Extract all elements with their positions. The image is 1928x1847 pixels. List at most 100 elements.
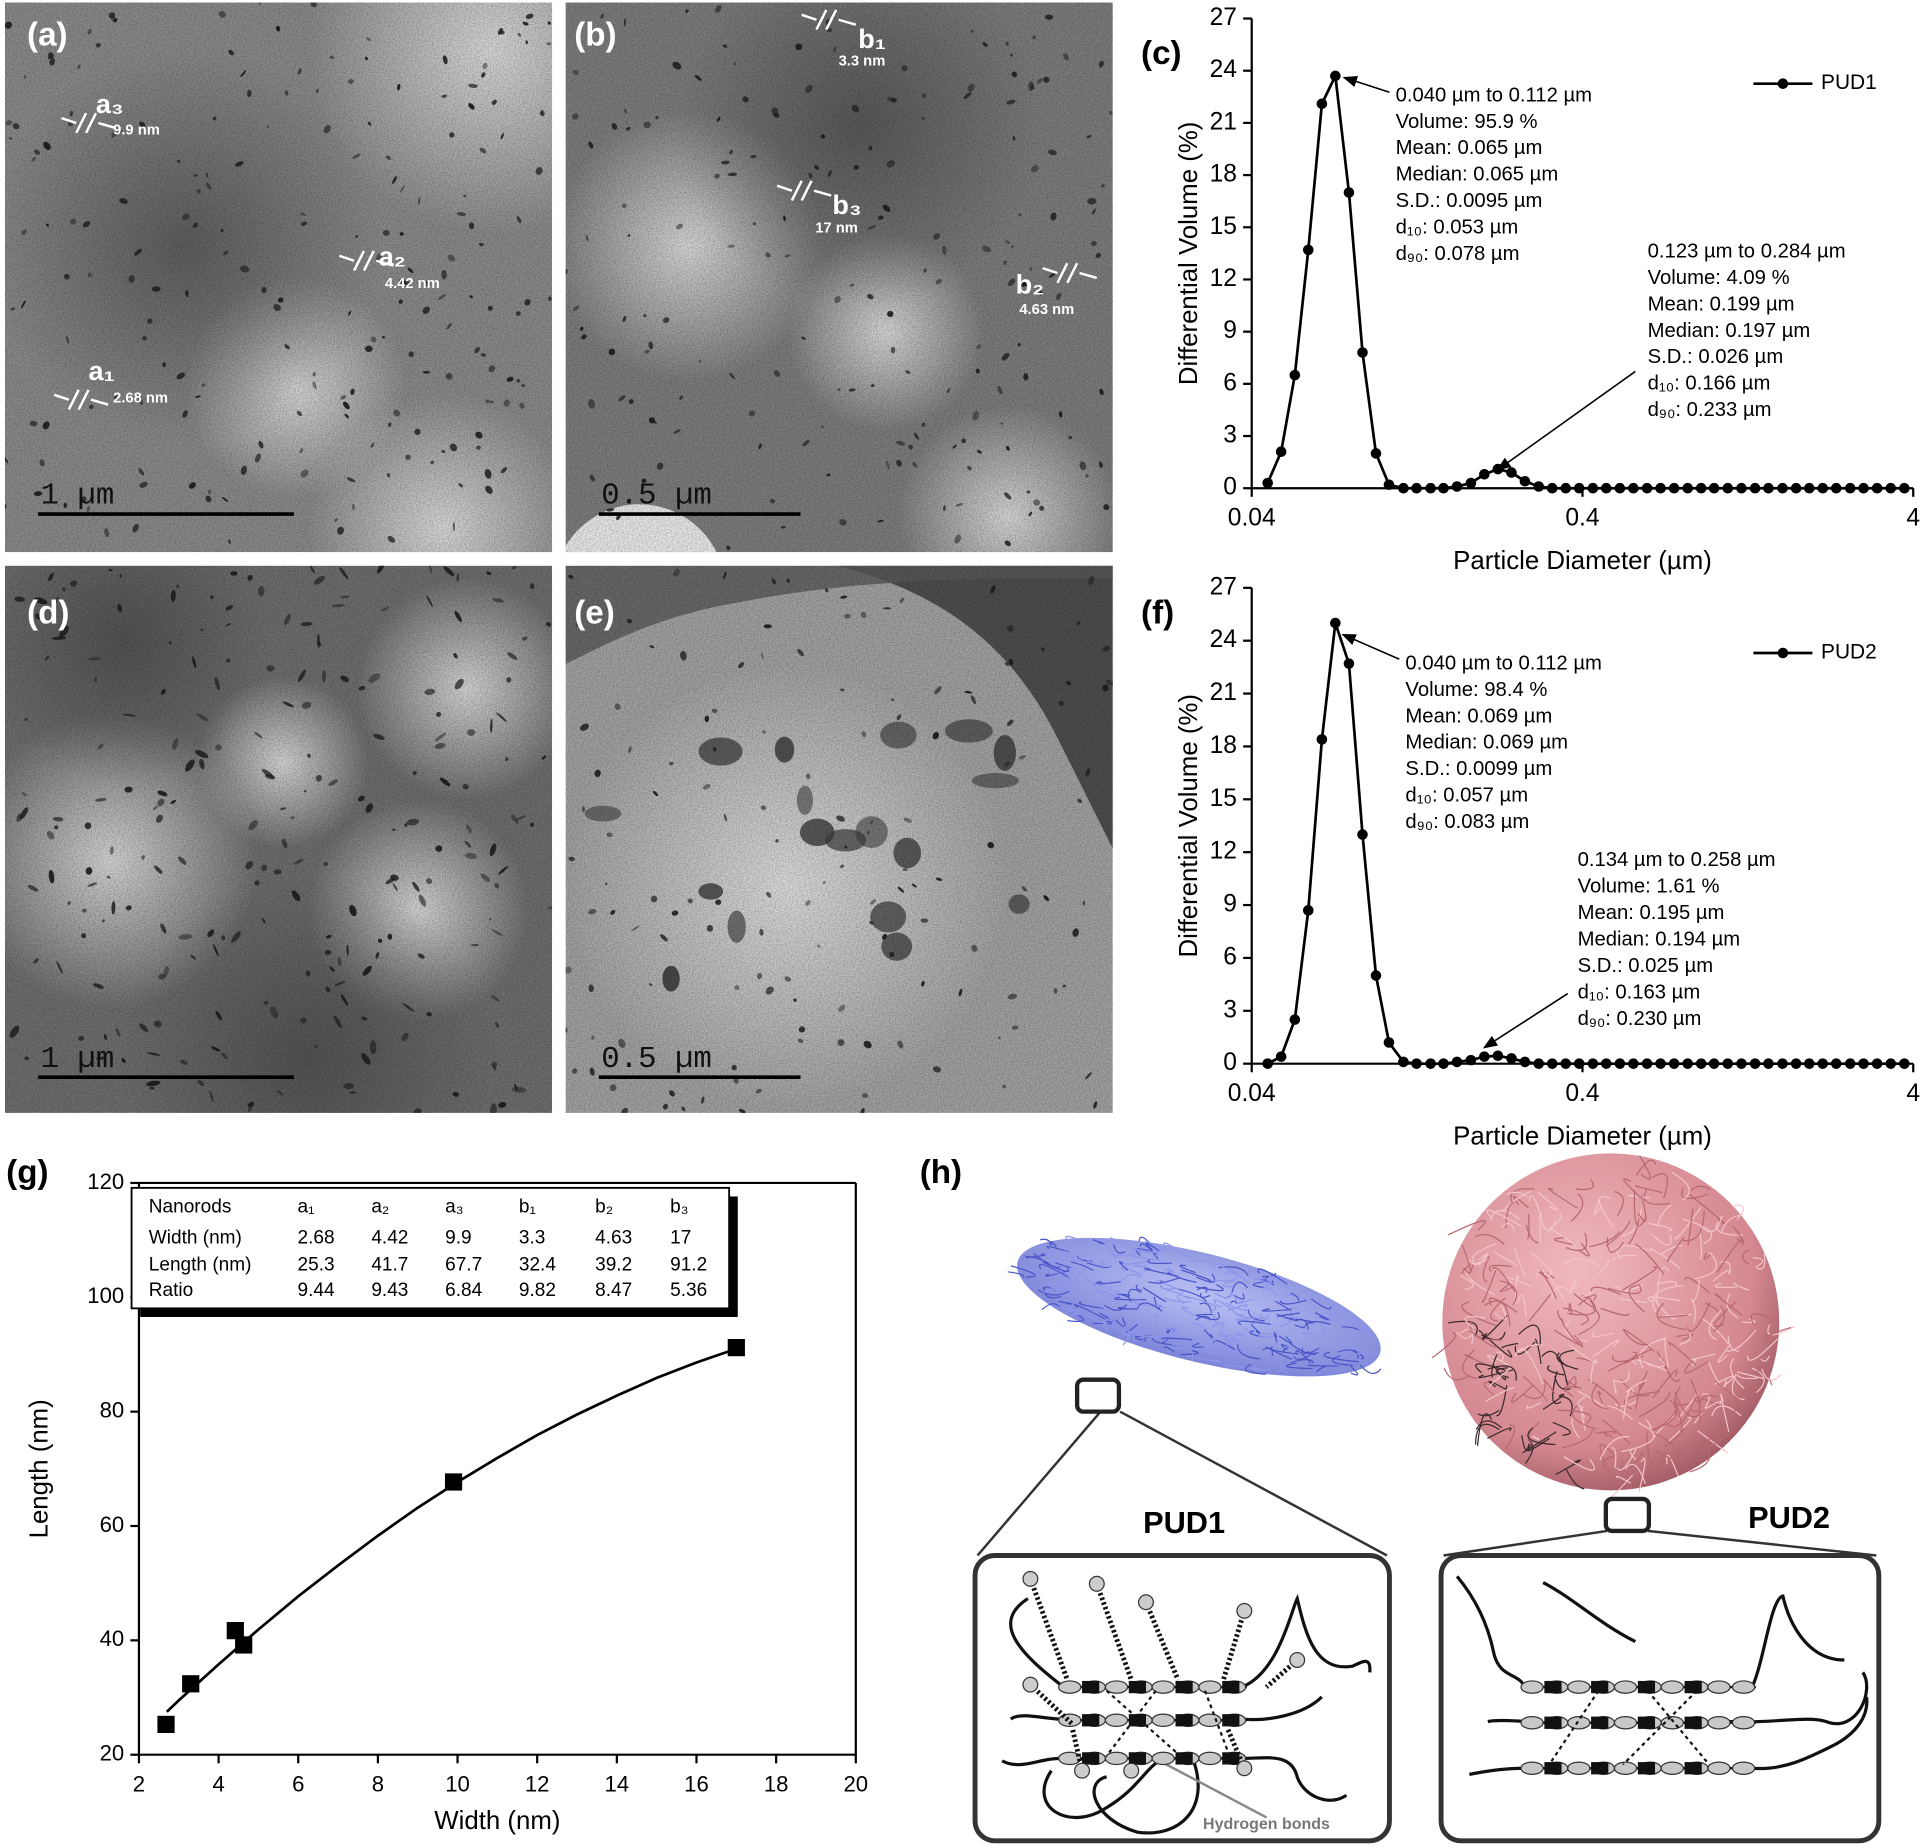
x-axis-label: Particle Diameter (µm) — [1453, 1122, 1712, 1150]
data-point — [1763, 1058, 1774, 1069]
rod-chain — [1270, 1346, 1299, 1355]
panel-label: (c) — [1141, 35, 1182, 72]
rod-chain — [1213, 1313, 1224, 1324]
nanorod-marker — [825, 9, 838, 31]
sphere-chain — [1526, 1214, 1530, 1240]
rod-chain — [1145, 1242, 1160, 1252]
rod-chain — [1196, 1273, 1216, 1283]
sphere-chain — [1538, 1271, 1557, 1299]
data-point — [1817, 482, 1829, 494]
sphere-chain — [1564, 1319, 1589, 1343]
rod-chain — [1196, 1286, 1208, 1294]
sphere-chain — [1501, 1342, 1519, 1349]
data-point — [1871, 482, 1883, 494]
nanorod-width: 2.68 nm — [113, 390, 168, 406]
nanorod-width: 4.42 nm — [385, 276, 440, 292]
rod-chain — [1257, 1277, 1269, 1287]
rod-chain — [1294, 1324, 1306, 1329]
tem-grain — [565, 565, 1113, 1113]
series-line — [1266, 71, 1905, 490]
data-point — [1357, 829, 1368, 840]
sphere-chain — [1649, 1247, 1681, 1269]
sphere-chain — [1587, 1378, 1620, 1409]
table-cell: 9.44 — [298, 1280, 335, 1301]
data-point — [1790, 1058, 1802, 1069]
sphere-chain — [1528, 1421, 1540, 1446]
x-tick-label: 4 — [1906, 1080, 1920, 1107]
soft-segment — [1520, 1680, 1544, 1694]
rod-chain — [1049, 1241, 1057, 1248]
data-point — [1546, 1058, 1558, 1069]
tem-image — [4, 565, 553, 1113]
sphere-chain — [1569, 1279, 1579, 1292]
data-point — [1899, 482, 1910, 494]
sphere-chain — [1592, 1339, 1620, 1358]
x-tick-label: 0.04 — [1228, 1080, 1276, 1107]
sphere-chain — [1752, 1257, 1764, 1268]
nanorod-label: a₃ — [96, 89, 124, 119]
rod-chain — [1122, 1324, 1145, 1335]
data-point — [1668, 482, 1680, 494]
rod-chain — [1248, 1367, 1271, 1371]
rod-chain — [1237, 1320, 1271, 1326]
annotation-text: Mean: 0.195 µm — [1578, 902, 1725, 924]
annotation-text: 0.123 µm to 0.284 µm — [1648, 241, 1846, 263]
sphere-chain — [1688, 1193, 1726, 1225]
sphere-chain — [1462, 1349, 1478, 1380]
data-point — [1262, 1058, 1273, 1069]
sphere-chain — [1577, 1396, 1586, 1409]
table-cell: 17 — [670, 1227, 691, 1248]
rod-chain — [1181, 1306, 1200, 1319]
hard-segment — [1082, 1752, 1100, 1765]
sphere-chain — [1543, 1379, 1556, 1394]
sphere-chain — [1602, 1455, 1615, 1472]
nanorod-marker — [353, 250, 366, 272]
y-tick-label: 40 — [100, 1626, 125, 1651]
sphere-chain — [1699, 1430, 1723, 1458]
sphere-chain — [1674, 1391, 1706, 1418]
sphere-chain — [1720, 1214, 1744, 1234]
sphere-chain — [1486, 1354, 1511, 1367]
data-point — [1398, 482, 1409, 494]
rod-chain — [1290, 1343, 1316, 1355]
sphere-chain — [1570, 1193, 1584, 1222]
sphere-chain — [1554, 1237, 1574, 1246]
rod-chain — [1070, 1261, 1094, 1271]
data-point — [1560, 1058, 1572, 1069]
zoom-line — [1119, 1410, 1388, 1557]
data-point — [1885, 482, 1897, 494]
nanorod-width: 17 nm — [815, 221, 858, 237]
sphere-chain — [1565, 1467, 1585, 1490]
soft-segment — [1058, 1713, 1082, 1728]
rod-chain — [1063, 1271, 1077, 1279]
soft-segment — [1707, 1680, 1731, 1694]
rod-chain — [1230, 1300, 1238, 1304]
nanorod-arrow — [53, 393, 70, 401]
sphere-chain — [1561, 1429, 1594, 1449]
rod-chain — [1227, 1304, 1248, 1312]
x-tick-label: 4 — [1906, 504, 1920, 531]
rod-chain — [1174, 1347, 1194, 1362]
sphere-chain — [1542, 1393, 1565, 1410]
x-tick-label: 18 — [764, 1771, 789, 1796]
sphere-chain — [1472, 1258, 1488, 1265]
sphere-chain — [1461, 1301, 1498, 1327]
rod-chain — [1039, 1264, 1071, 1279]
data-point — [1275, 1051, 1287, 1062]
sphere-chain — [1563, 1256, 1577, 1265]
soft-segment — [1707, 1761, 1731, 1775]
sphere-chain — [1551, 1228, 1576, 1249]
side-group — [1074, 1762, 1091, 1779]
rod-chain — [1100, 1303, 1115, 1317]
sphere-chain — [1495, 1367, 1510, 1379]
rod-chain — [1053, 1277, 1081, 1286]
data-point — [1682, 1058, 1693, 1069]
rod-chain — [1331, 1355, 1353, 1367]
sphere-chain — [1468, 1329, 1498, 1348]
sphere-chain — [1618, 1298, 1648, 1304]
sphere-chain — [1608, 1405, 1634, 1421]
table-header: b₁ — [519, 1197, 536, 1218]
table-cell: 6.84 — [445, 1280, 482, 1301]
sphere-chain — [1631, 1358, 1668, 1372]
rod-chain — [1070, 1309, 1098, 1318]
